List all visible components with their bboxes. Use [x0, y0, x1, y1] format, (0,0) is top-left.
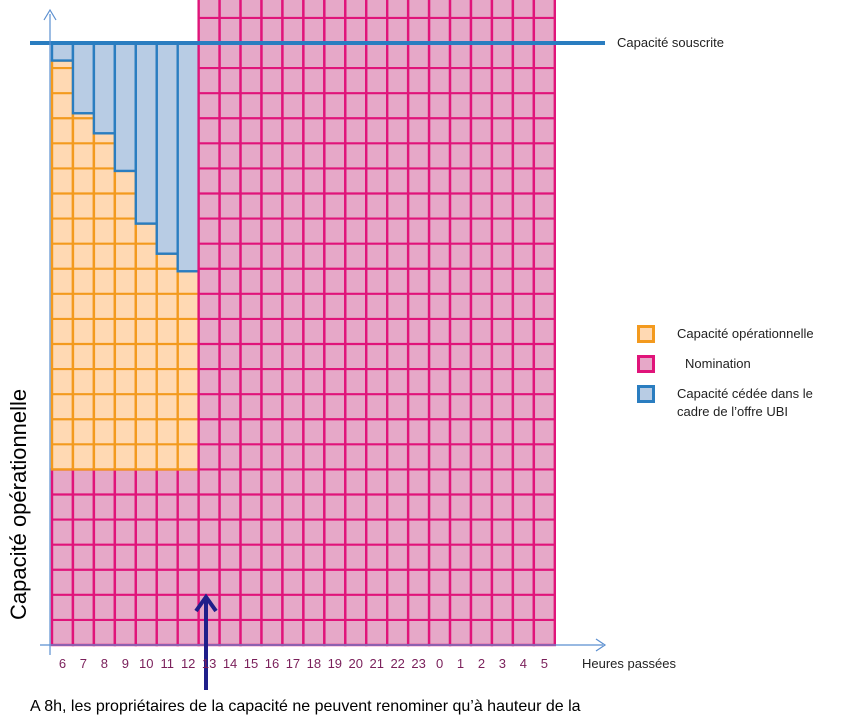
bar-ubi-8: [92, 41, 117, 135]
bar-nomination-11: [155, 468, 179, 647]
bar-ubi-7: [71, 41, 96, 115]
legend-swatch-nomination: [637, 355, 655, 373]
x-tick-label-11: 11: [160, 656, 174, 671]
bar-ubi-6: [50, 41, 75, 62]
bar-nomination-18: [302, 0, 326, 647]
x-tick-label-2: 2: [478, 656, 485, 671]
bar-nomination-16: [260, 0, 284, 647]
legend-swatch-operational: [637, 325, 655, 343]
x-tick-label-20: 20: [349, 656, 363, 671]
x-tick-label-14: 14: [223, 656, 237, 671]
bar-nomination-17: [281, 0, 305, 647]
bar-nomination-9: [113, 468, 137, 647]
bar-nomination-3: [490, 0, 515, 647]
x-tick-label-12: 12: [181, 656, 195, 671]
bar-ubi-10: [134, 41, 158, 225]
bar-operational-11: [155, 252, 179, 471]
legend-label-operational: Capacité opérationnelle: [677, 326, 814, 341]
bar-nomination-21: [365, 0, 389, 647]
bar-nomination-6: [50, 468, 75, 647]
bar-nomination-19: [323, 0, 347, 647]
x-tick-label-19: 19: [328, 656, 342, 671]
bar-nomination-20: [344, 0, 368, 647]
x-tick-labels: 6 7 8 9 10 11 12 13 14 15 16 17 18 19 20 21 22 23 0 1 2 3 4 5: [59, 656, 548, 671]
x-tick-label-7: 7: [80, 656, 87, 671]
x-axis-title: Heures passées: [582, 656, 676, 671]
chart-axes: [30, 8, 607, 690]
x-tick-label-6: 6: [59, 656, 66, 671]
x-tick-label-0: 0: [436, 656, 443, 671]
x-tick-label-9: 9: [122, 656, 129, 671]
legend-item-operational: Capacité opérationnelle: [637, 325, 852, 343]
x-tick-label-17: 17: [286, 656, 300, 671]
x-tick-label-21: 21: [369, 656, 383, 671]
x-tick-label-18: 18: [307, 656, 321, 671]
bar-nomination-0: [427, 0, 452, 647]
x-tick-label-3: 3: [499, 656, 506, 671]
x-tick-label-8: 8: [101, 656, 108, 671]
x-tick-label-13: 13: [202, 656, 216, 671]
bar-nomination-8: [92, 468, 117, 647]
bar-ubi-12: [176, 41, 200, 273]
x-tick-label-5: 5: [541, 656, 548, 671]
x-tick-label-15: 15: [244, 656, 258, 671]
x-tick-label-16: 16: [265, 656, 279, 671]
legend-label-nomination: Nomination: [685, 356, 751, 371]
chart-annotation: A 8h, les propriétaires de la capacité n…: [30, 698, 581, 715]
legend-item-ubi: Capacité cédée dans le cadre de l’offre …: [637, 385, 852, 421]
bar-operational-12: [176, 270, 200, 471]
y-axis-title: Capacité opérationnelle: [6, 388, 31, 620]
legend: Capacité opérationnelle Nomination Capac…: [637, 325, 852, 433]
legend-swatch-ubi: [637, 385, 655, 403]
bar-nomination-13: [197, 0, 221, 647]
bar-nomination-10: [134, 468, 158, 647]
bar-nomination-12: [176, 468, 200, 647]
bar-ubi-9: [113, 41, 137, 173]
bar-nomination-15: [239, 0, 263, 647]
chart-cells: [50, 0, 556, 647]
bar-operational-9: [113, 169, 137, 471]
bar-nomination-5: [532, 0, 556, 647]
bar-operational-7: [71, 112, 96, 471]
x-tick-label-1: 1: [457, 656, 464, 671]
bar-nomination-22: [386, 0, 410, 647]
x-tick-label-22: 22: [390, 656, 404, 671]
bar-operational-10: [134, 222, 158, 471]
legend-label-ubi: Capacité cédée dans le cadre de l’offre …: [677, 386, 813, 419]
x-tick-label-4: 4: [520, 656, 527, 671]
bar-ubi-11: [155, 41, 179, 255]
bar-operational-8: [92, 132, 117, 471]
subscribed-capacity-label: Capacité souscrite: [617, 35, 724, 50]
bar-operational-6: [50, 59, 75, 471]
bar-nomination-4: [511, 0, 536, 647]
x-tick-label-23: 23: [411, 656, 425, 671]
x-tick-label-10: 10: [139, 656, 153, 671]
bar-nomination-7: [71, 468, 96, 647]
bar-nomination-2: [469, 0, 494, 647]
bar-nomination-23: [406, 0, 431, 647]
annotation-arrowhead: [194, 593, 218, 613]
bar-nomination-1: [448, 0, 473, 647]
bar-nomination-14: [218, 0, 242, 647]
legend-item-nomination: Nomination: [637, 355, 852, 373]
y-axis-arrowhead: [43, 8, 57, 21]
x-axis-arrowhead: [595, 638, 607, 652]
